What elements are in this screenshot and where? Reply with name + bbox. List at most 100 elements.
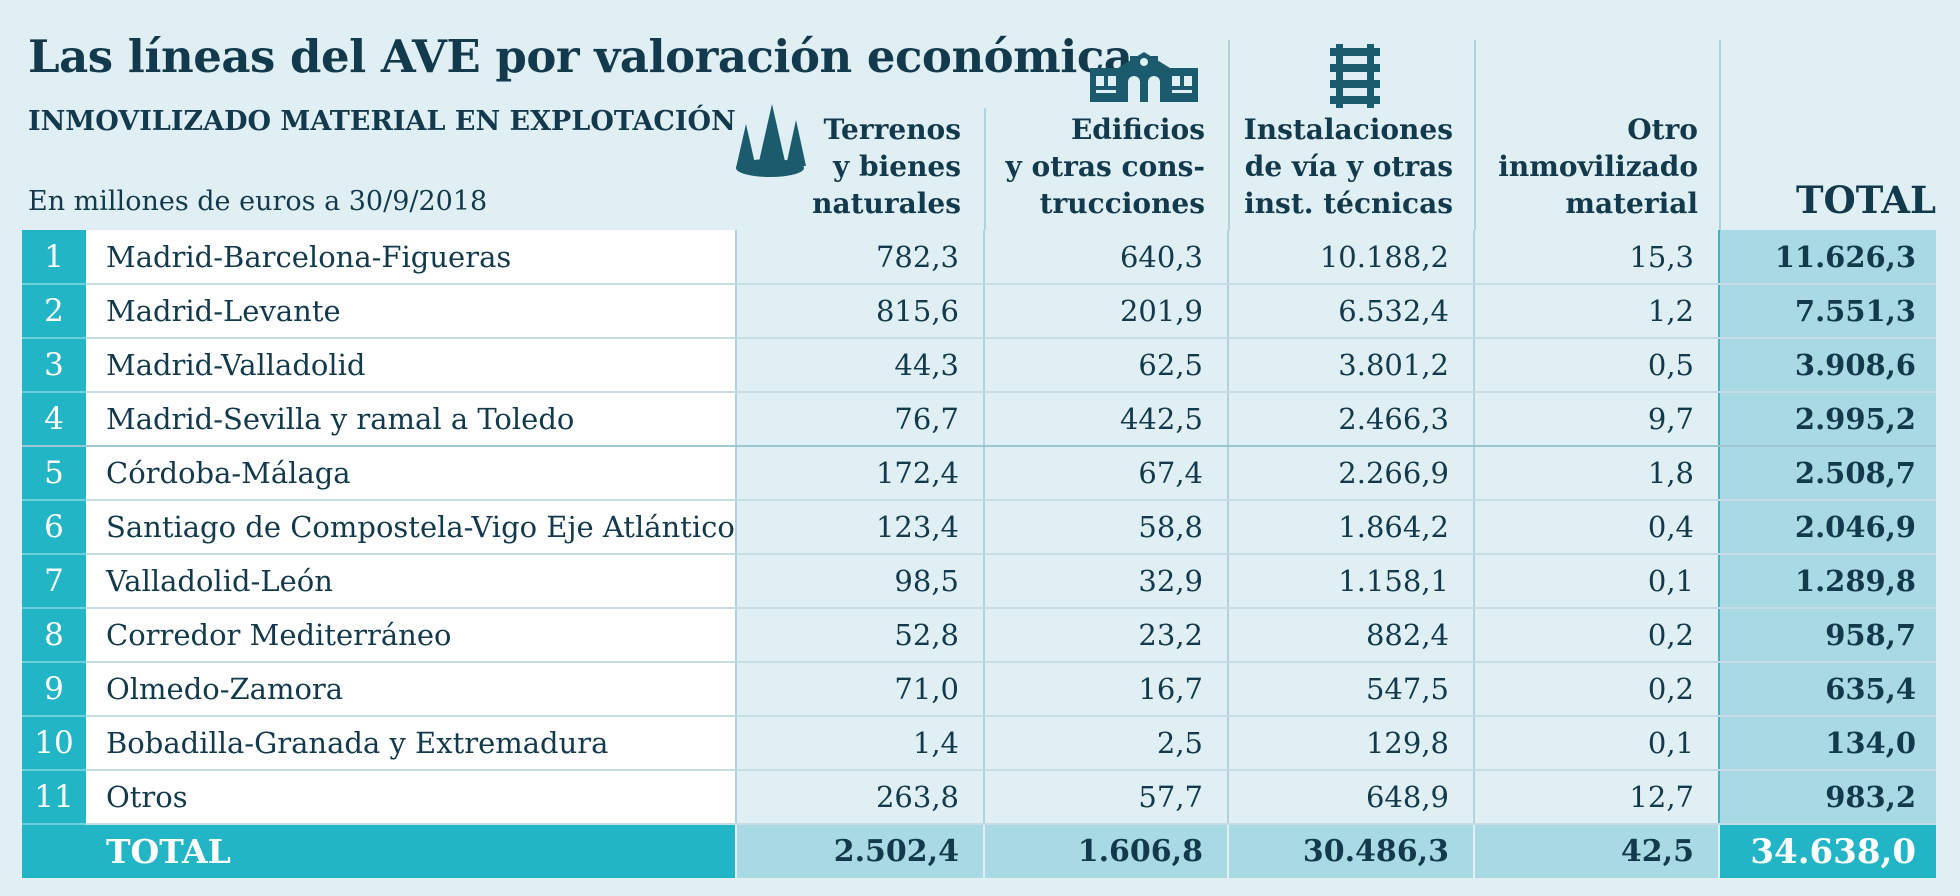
value-cell-otro: 1,8 xyxy=(1473,446,1719,501)
value-cell-total: 2.046,9 xyxy=(1718,500,1936,555)
column-header-edificios: Edificios y otras cons- trucciones xyxy=(1006,111,1206,222)
table-row: 11 Otros 263,8 57,7 648,9 12,7 983,2 xyxy=(22,770,1936,825)
value-cell-otro: 15,3 xyxy=(1473,230,1719,285)
value-cell-otro: 9,7 xyxy=(1473,392,1719,447)
rank-cell: 3 xyxy=(22,338,86,393)
table-row: 10 Bobadilla-Granada y Extremadura 1,4 2,5 1… xyxy=(22,716,1936,771)
total-cell-edificios: 1.606,8 xyxy=(983,824,1228,878)
column-header-line: de vía y otras xyxy=(1244,150,1453,183)
value-cell-total: 134,0 xyxy=(1718,716,1936,771)
line-name-cell: Madrid-Levante xyxy=(86,284,736,339)
value-cell-edificios: 32,9 xyxy=(983,554,1228,609)
value-cell-terrenos: 44,3 xyxy=(735,338,984,393)
column-divider xyxy=(1719,40,1721,230)
line-name-cell: Madrid-Sevilla y ramal a Toledo xyxy=(86,392,736,447)
rank-cell: 7 xyxy=(22,554,86,609)
value-cell-terrenos: 263,8 xyxy=(735,770,984,825)
column-header-line: material xyxy=(1565,187,1698,220)
value-cell-terrenos: 123,4 xyxy=(735,500,984,555)
line-name-cell: Otros xyxy=(86,770,736,825)
column-header-line: Edificios xyxy=(1070,113,1205,146)
table-row: 4 Madrid-Sevilla y ramal a Toledo 76,7 442,… xyxy=(22,392,1936,447)
total-cell-instalaciones: 30.486,3 xyxy=(1227,824,1474,878)
value-cell-terrenos: 98,5 xyxy=(735,554,984,609)
rank-cell: 4 xyxy=(22,392,86,447)
value-cell-total: 11.626,3 xyxy=(1718,230,1936,285)
table-row: 6 Santiago de Compostela-Vigo Eje Atlánti… xyxy=(22,500,1936,555)
column-header-instalaciones: Instalaciones de vía y otras inst. técni… xyxy=(1244,111,1453,222)
rank-cell: 11 xyxy=(22,770,86,825)
value-cell-edificios: 201,9 xyxy=(983,284,1228,339)
value-cell-edificios: 2,5 xyxy=(983,716,1228,771)
table-body: 1 Madrid-Barcelona-Figueras 782,3 640,3 10.1… xyxy=(22,230,1936,878)
total-cell-otro: 42,5 xyxy=(1473,824,1719,878)
column-header-line: inst. técnicas xyxy=(1244,187,1453,220)
value-cell-instalaciones: 10.188,2 xyxy=(1227,230,1474,285)
table-row: 8 Corredor Mediterráneo 52,8 23,2 882,4 0,2 95… xyxy=(22,608,1936,663)
line-name-cell: Santiago de Compostela-Vigo Eje Atlántic… xyxy=(86,500,736,555)
line-name-cell: Valladolid-León xyxy=(86,554,736,609)
column-header-line: y otras cons- xyxy=(1005,150,1206,183)
units-note: En millones de euros a 30/9/2018 xyxy=(28,186,488,217)
value-cell-terrenos: 76,7 xyxy=(735,392,984,447)
column-header-line: Terrenos xyxy=(823,113,961,146)
station-building-icon xyxy=(1090,52,1198,102)
column-header-otro: Otro inmovilizado material xyxy=(1498,111,1698,222)
table-row: 9 Olmedo-Zamora 71,0 16,7 547,5 0,2 635,4 xyxy=(22,662,1936,717)
value-cell-instalaciones: 129,8 xyxy=(1227,716,1474,771)
value-cell-instalaciones: 882,4 xyxy=(1227,608,1474,663)
value-cell-terrenos: 1,4 xyxy=(735,716,984,771)
value-cell-terrenos: 782,3 xyxy=(735,230,984,285)
table-row: 7 Valladolid-León 98,5 32,9 1.158,1 0,1 1.289,… xyxy=(22,554,1936,609)
value-cell-instalaciones: 6.532,4 xyxy=(1227,284,1474,339)
value-cell-edificios: 62,5 xyxy=(983,338,1228,393)
rank-cell: 2 xyxy=(22,284,86,339)
value-cell-total: 7.551,3 xyxy=(1718,284,1936,339)
value-cell-instalaciones: 1.158,1 xyxy=(1227,554,1474,609)
line-name-cell: Corredor Mediterráneo xyxy=(86,608,736,663)
value-cell-instalaciones: 648,9 xyxy=(1227,770,1474,825)
value-cell-otro: 0,5 xyxy=(1473,338,1719,393)
value-cell-total: 2.508,7 xyxy=(1718,446,1936,501)
trees-icon xyxy=(736,104,806,177)
value-cell-otro: 0,2 xyxy=(1473,608,1719,663)
value-cell-edificios: 16,7 xyxy=(983,662,1228,717)
value-cell-terrenos: 71,0 xyxy=(735,662,984,717)
table-row: 3 Madrid-Valladolid 44,3 62,5 3.801,2 0,5 3.90… xyxy=(22,338,1936,393)
column-divider xyxy=(1228,40,1230,230)
table-row: 1 Madrid-Barcelona-Figueras 782,3 640,3 10.1… xyxy=(22,230,1936,285)
line-name-cell: Madrid-Barcelona-Figueras xyxy=(86,230,736,285)
value-cell-otro: 0,4 xyxy=(1473,500,1719,555)
column-header-total: TOTAL xyxy=(1796,178,1936,222)
value-cell-instalaciones: 2.466,3 xyxy=(1227,392,1474,447)
value-cell-otro: 1,2 xyxy=(1473,284,1719,339)
value-cell-total: 3.908,6 xyxy=(1718,338,1936,393)
value-cell-total: 1.289,8 xyxy=(1718,554,1936,609)
column-header-line: trucciones xyxy=(1039,187,1205,220)
line-name-cell: Madrid-Valladolid xyxy=(86,338,736,393)
value-cell-edificios: 640,3 xyxy=(983,230,1228,285)
rank-cell: 5 xyxy=(22,446,86,501)
value-cell-otro: 0,1 xyxy=(1473,716,1719,771)
rank-cell: 10 xyxy=(22,716,86,771)
rank-cell: 1 xyxy=(22,230,86,285)
totals-label-cell: TOTAL xyxy=(86,824,736,878)
value-cell-edificios: 23,2 xyxy=(983,608,1228,663)
value-cell-terrenos: 52,8 xyxy=(735,608,984,663)
value-cell-otro: 12,7 xyxy=(1473,770,1719,825)
railway-track-icon xyxy=(1330,44,1380,108)
value-cell-terrenos: 815,6 xyxy=(735,284,984,339)
total-cell-total: 34.638,0 xyxy=(1718,824,1936,878)
rank-cell: 9 xyxy=(22,662,86,717)
data-table: 1 Madrid-Barcelona-Figueras 782,3 640,3 10.1… xyxy=(22,230,1936,878)
value-cell-total: 958,7 xyxy=(1718,608,1936,663)
rank-cell: 6 xyxy=(22,500,86,555)
line-name-cell: Córdoba-Málaga xyxy=(86,446,736,501)
value-cell-instalaciones: 1.864,2 xyxy=(1227,500,1474,555)
value-cell-instalaciones: 3.801,2 xyxy=(1227,338,1474,393)
value-cell-edificios: 57,7 xyxy=(983,770,1228,825)
column-divider xyxy=(984,108,986,230)
column-header-line: Otro xyxy=(1627,113,1698,146)
value-cell-edificios: 442,5 xyxy=(983,392,1228,447)
value-cell-instalaciones: 547,5 xyxy=(1227,662,1474,717)
